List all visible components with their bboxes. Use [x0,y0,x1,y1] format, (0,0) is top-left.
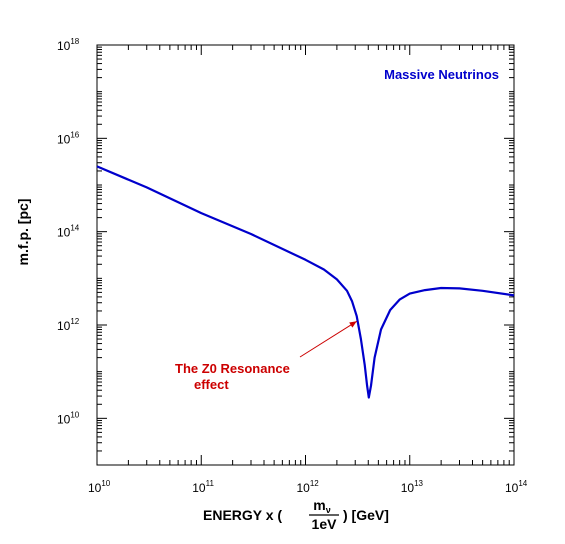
x-axis-title-fraction-numerator: mν [313,497,330,515]
series-line-massive-neutrinos [96,165,515,399]
y-tick-label: 1018 [57,37,80,53]
legend-label: Massive Neutrinos [384,67,499,82]
y-tick-label: 1012 [57,317,80,333]
x-axis-title-prefix: ENERGY x ( [203,507,282,523]
annotation: The Z0 Resonance effect [175,320,357,392]
y-tick-labels: 1010 1012 1014 1016 1018 [57,37,80,426]
x-axis-title-fraction-denominator: 1eV [312,516,338,532]
x-axis-title: ENERGY x ( mν 1eV ) [GeV] [203,497,389,532]
y-tick-label: 1010 [57,410,80,426]
x-tick-label: 1011 [192,479,214,495]
annotation-arrowhead [349,321,357,328]
annotation-arrow [299,320,357,358]
x-tick-labels: 1010 1011 1012 1013 1014 [88,479,528,495]
annotation-line-1: The Z0 Resonance [175,361,290,376]
y-tick-label: 1016 [57,130,80,146]
plot-frame [96,44,515,466]
x-tick-label: 1012 [297,479,320,495]
x-tick-label: 1013 [401,479,424,495]
axis-ticks [96,45,514,466]
y-tick-label: 1014 [57,224,80,240]
x-tick-label: 1014 [505,479,528,495]
x-axis-title-suffix: ) [GeV] [343,507,389,523]
x-tick-label: 1010 [88,479,111,495]
y-axis-title: m.f.p. [pc] [15,199,31,266]
annotation-line-2: effect [194,377,229,392]
